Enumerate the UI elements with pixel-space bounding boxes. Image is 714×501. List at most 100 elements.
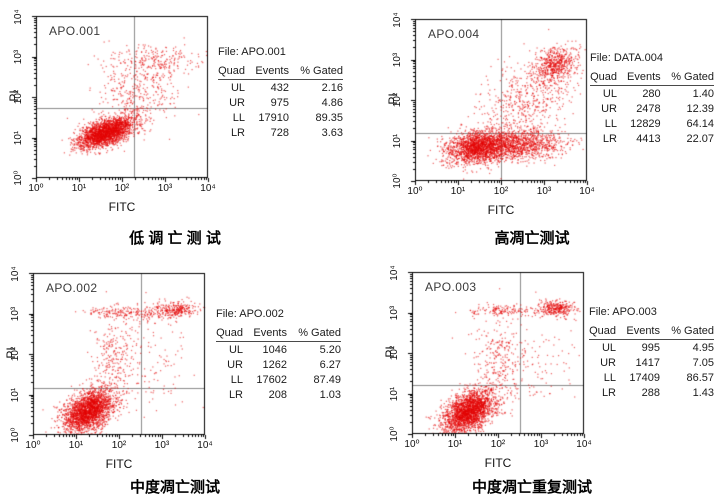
gated-cell: 12.39 (686, 102, 714, 115)
x-tick-label: 10⁰ (28, 183, 44, 194)
table-row: LR 728 3.63 (218, 125, 343, 140)
table-row: LL 17409 86.57 (589, 370, 714, 385)
gated-cell: 4.95 (692, 341, 714, 354)
dataset-label: APO.004 (428, 27, 480, 41)
x-tick-label: 10¹ (447, 439, 463, 450)
x-tick-label: 10⁴ (576, 439, 592, 450)
col-header-quad: Quad (216, 325, 243, 342)
quadrant-stats: File: APO.003 Quad Events % Gated UL 995… (589, 306, 714, 400)
quad-cell: LL (232, 111, 245, 124)
quad-cell: LR (601, 386, 616, 399)
scatter-canvas (405, 267, 605, 453)
col-header-events: Events (243, 325, 287, 342)
table-row: UL 995 4.95 (589, 340, 714, 356)
y-tick-label: 10² (10, 346, 21, 362)
dataset-label: APO.003 (425, 280, 477, 294)
stats-table: Quad Events % Gated UL 432 2.16 UR 975 4… (218, 63, 343, 140)
table-header-row: Quad Events % Gated (589, 323, 714, 340)
y-tick-label: 10³ (13, 49, 24, 65)
gated-cell: 1.40 (692, 87, 714, 100)
gated-cell: 64.14 (686, 117, 714, 130)
stats-table: Quad Events % Gated UL 280 1.40 UR 2478 … (590, 69, 714, 146)
events-cell: 17602 (256, 373, 287, 386)
table-header-row: Quad Events % Gated (216, 325, 341, 342)
table-row: UR 1417 7.05 (589, 355, 714, 370)
y-tick-label: 10² (389, 345, 400, 361)
quad-cell: UL (601, 341, 616, 354)
x-tick-label: 10³ (536, 186, 552, 197)
x-tick-label: 10² (114, 183, 130, 194)
y-tick-label: 10⁴ (389, 265, 400, 281)
col-header-gated: % Gated (660, 69, 714, 86)
stats-table: Quad Events % Gated UL 995 4.95 UR 1417 … (589, 323, 714, 400)
dataset-label: APO.002 (46, 281, 98, 295)
events-cell: 280 (642, 87, 661, 100)
col-header-gated: % Gated (660, 323, 714, 340)
x-tick-label: 10⁰ (25, 440, 41, 451)
stats-table: Quad Events % Gated UL 1046 5.20 UR 1262… (216, 325, 341, 402)
x-tick-label: 10¹ (71, 183, 87, 194)
events-cell: 17910 (258, 111, 289, 124)
panel-title: 中度凋亡重复测试 (471, 479, 592, 496)
x-axis-label: FITC (108, 200, 136, 214)
scatter-plot-apo-001: APO.001 PI 10⁴ 10³ 10² 10¹ 10⁰ 10⁰ 10¹ 1… (7, 9, 229, 214)
x-tick-label: 10³ (154, 440, 170, 451)
table-row: UR 975 4.86 (218, 95, 343, 110)
scatter-plot-apo-004: APO.004 PI 10⁴ 10³ 10² 10¹ 10⁰ 10⁰ 10¹ 1… (386, 12, 608, 217)
panel-title: 中度凋亡测试 (129, 479, 220, 496)
events-cell: 975 (270, 96, 289, 109)
y-tick-label: 10³ (10, 306, 21, 322)
table-row: UR 2478 12.39 (590, 101, 714, 116)
events-cell: 12829 (630, 117, 661, 130)
panel-title: 高凋亡测试 (494, 230, 570, 247)
quadrant-stats: File: APO.001 Quad Events % Gated UL 432… (218, 46, 343, 140)
x-tick-label: 10² (493, 186, 509, 197)
gated-cell: 22.07 (686, 132, 714, 145)
x-tick-label: 10² (490, 439, 506, 450)
gated-cell: 7.05 (692, 356, 714, 369)
scatter-canvas (408, 14, 608, 200)
quad-cell: UR (229, 96, 245, 109)
quad-cell: LL (604, 117, 617, 130)
y-tick-label: 10² (392, 92, 403, 108)
col-header-quad: Quad (218, 63, 245, 80)
x-tick-label: 10² (111, 440, 127, 451)
y-tick-label: 10¹ (389, 386, 400, 402)
gated-cell: 1.03 (319, 388, 341, 401)
quadrant-stats: File: DATA.004 Quad Events % Gated UL 28… (590, 52, 714, 146)
events-cell: 2478 (636, 102, 661, 115)
col-header-quad: Quad (590, 69, 617, 86)
table-row: LL 17602 87.49 (216, 372, 341, 387)
scatter-plot-apo-003: APO.003 PI 10⁴ 10³ 10² 10¹ 10⁰ 10⁰ 10¹ 1… (383, 265, 605, 470)
quadrant-stats: File: APO.002 Quad Events % Gated UL 104… (216, 308, 341, 402)
x-tick-label: 10¹ (68, 440, 84, 451)
panel-apo-002: APO.002 PI 10⁴ 10³ 10² 10¹ 10⁰ 10⁰ 10¹ 1… (0, 250, 357, 501)
table-row: LR 288 1.43 (589, 385, 714, 400)
table-row: UR 1262 6.27 (216, 357, 341, 372)
col-header-quad: Quad (589, 323, 616, 340)
events-cell: 1262 (262, 358, 287, 371)
panel-apo-003: APO.003 PI 10⁴ 10³ 10² 10¹ 10⁰ 10⁰ 10¹ 1… (357, 250, 714, 501)
file-label: File: APO.003 (589, 306, 657, 318)
gated-cell: 5.20 (319, 343, 341, 356)
scatter-canvas (29, 11, 229, 197)
table-row: LL 17910 89.35 (218, 110, 343, 125)
quad-cell: UL (602, 87, 617, 100)
dataset-label: APO.001 (49, 24, 101, 38)
table-row: UL 1046 5.20 (216, 342, 341, 358)
quad-cell: LR (228, 388, 243, 401)
table-row: UL 280 1.40 (590, 86, 714, 102)
y-tick-label: 10⁴ (13, 9, 24, 25)
x-tick-label: 10⁴ (197, 440, 213, 451)
scatter-canvas (26, 268, 226, 454)
table-row: LL 12829 64.14 (590, 116, 714, 131)
file-label: File: DATA.004 (590, 52, 663, 64)
quad-cell: UR (601, 102, 617, 115)
quad-cell: LR (230, 126, 245, 139)
table-header-row: Quad Events % Gated (590, 69, 714, 86)
table-header-row: Quad Events % Gated (218, 63, 343, 80)
col-header-gated: % Gated (287, 325, 341, 342)
x-tick-label: 10³ (533, 439, 549, 450)
events-cell: 995 (641, 341, 660, 354)
quad-cell: LR (602, 132, 617, 145)
